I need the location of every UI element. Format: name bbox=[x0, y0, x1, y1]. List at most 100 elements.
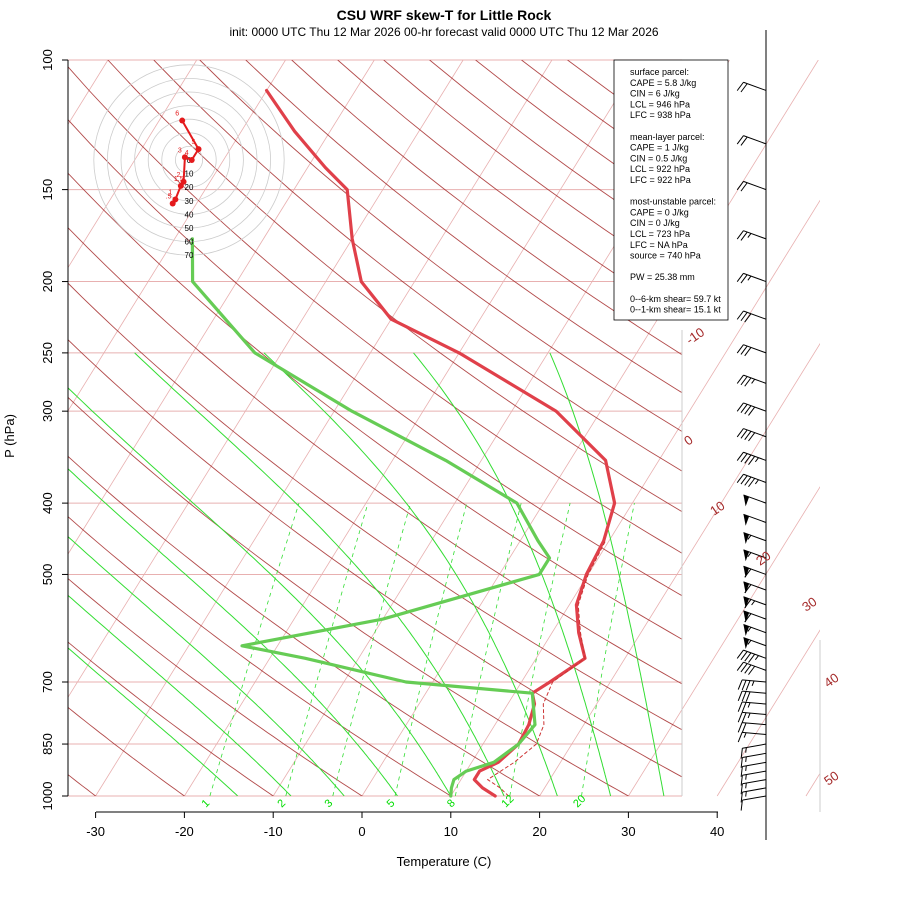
hodograph-ring-label: 50 bbox=[185, 224, 194, 233]
wind-barb-flag bbox=[736, 428, 744, 438]
isotherm-line bbox=[184, 60, 642, 797]
wind-barb-half bbox=[754, 457, 759, 463]
wind-barb-flag bbox=[737, 732, 743, 743]
wind-barb-flag bbox=[740, 783, 743, 795]
wind-barb-staff bbox=[743, 494, 767, 504]
wind-barb-flag bbox=[744, 568, 752, 578]
isotherm-label: -10 bbox=[683, 324, 707, 347]
dry-adiabat bbox=[153, 60, 682, 472]
wind-barb bbox=[737, 679, 767, 691]
wind-barb-half bbox=[751, 600, 756, 606]
wind-barb bbox=[743, 624, 767, 636]
isobar-lines bbox=[68, 59, 682, 797]
hodograph-point-label: 1 bbox=[168, 189, 172, 196]
wind-barb bbox=[740, 752, 767, 768]
hodograph-ring bbox=[134, 105, 244, 215]
wind-barb-flag bbox=[736, 661, 744, 671]
parameters-line: CIN = 0 J/kg bbox=[630, 218, 680, 228]
wind-barb bbox=[740, 795, 767, 811]
pressure-tick-label: 150 bbox=[40, 179, 55, 201]
wind-barb-flag bbox=[748, 406, 756, 416]
wind-barb bbox=[740, 770, 767, 786]
mixing-ratio-line bbox=[209, 502, 300, 796]
wind-barb bbox=[743, 581, 767, 594]
dry-adiabat bbox=[68, 455, 541, 796]
wind-barb bbox=[736, 428, 767, 442]
dry-adiabat bbox=[68, 339, 682, 778]
isotherm-line bbox=[68, 60, 375, 555]
hodograph-ring bbox=[93, 64, 285, 256]
isotherm-label: 10 bbox=[707, 498, 727, 519]
sounding-profiles bbox=[190, 88, 617, 798]
wind-barb-flag bbox=[740, 663, 748, 673]
parameters-line: CAPE = 5.8 J/kg bbox=[630, 78, 696, 88]
hodograph-ring bbox=[107, 78, 271, 242]
isotherm-line bbox=[628, 486, 820, 797]
parameters-line: LCL = 922 hPa bbox=[630, 164, 690, 174]
hodograph-point bbox=[181, 154, 188, 161]
mixing-ratio-lines bbox=[209, 502, 635, 796]
pressure-tick-label: 250 bbox=[40, 342, 55, 364]
wind-barb bbox=[740, 761, 767, 777]
wind-barb-flag bbox=[744, 613, 752, 623]
wind-barb-flag bbox=[744, 664, 752, 674]
wind-barb-half bbox=[745, 765, 747, 772]
wind-barb-flag bbox=[736, 135, 744, 145]
mixing-ratio-line bbox=[581, 503, 635, 796]
isotherm-label: 50 bbox=[821, 768, 841, 789]
temperature-tick-label: -30 bbox=[86, 824, 105, 839]
wind-barb-flag bbox=[737, 701, 743, 712]
hodograph-point bbox=[188, 157, 195, 163]
dry-adiabat bbox=[68, 119, 682, 597]
wind-barb-half bbox=[743, 732, 747, 738]
temperature-tick-label: 40 bbox=[710, 824, 724, 839]
hodograph-ring-label: 70 bbox=[185, 251, 194, 260]
wind-barb-flag bbox=[748, 456, 756, 465]
wind-barb-flag bbox=[744, 430, 752, 440]
mixing-ratio-line bbox=[285, 502, 369, 796]
wind-barb-flag bbox=[736, 81, 744, 91]
wind-barb bbox=[740, 779, 767, 795]
wind-barb bbox=[736, 402, 767, 416]
wind-barb-flag bbox=[744, 599, 752, 609]
wind-barb-flag bbox=[740, 274, 748, 284]
dry-adiabat bbox=[68, 774, 97, 796]
wind-barb-flag bbox=[740, 404, 748, 413]
wind-barb-half bbox=[747, 534, 752, 540]
wind-barb-pennant bbox=[743, 596, 750, 609]
wind-barb-flag bbox=[737, 690, 743, 702]
wind-barb bbox=[736, 310, 767, 323]
mixing-ratio-line bbox=[509, 503, 571, 796]
wind-barb-half bbox=[747, 639, 752, 645]
wind-barb bbox=[736, 81, 767, 93]
wind-barb-flag bbox=[741, 702, 747, 713]
wind-barb bbox=[736, 180, 767, 192]
wind-barb-half bbox=[745, 791, 747, 797]
wind-barb-flag bbox=[740, 757, 743, 768]
wind-barb-flag bbox=[737, 712, 743, 723]
wind-barb-flag bbox=[736, 310, 744, 320]
wind-barb-flag bbox=[744, 476, 752, 486]
dry-adiabat-lines bbox=[68, 60, 682, 796]
wind-barb-pennant bbox=[743, 624, 750, 636]
hodograph-ring-label: 20 bbox=[185, 183, 194, 192]
pressure-tick-label: 200 bbox=[40, 271, 55, 293]
moist-adiabat-lines bbox=[68, 352, 665, 796]
parameters-line: surface parcel: bbox=[630, 67, 689, 77]
wind-barb-flag bbox=[736, 402, 744, 412]
temperature-tick-label: -20 bbox=[175, 824, 194, 839]
parameters-line: source = 740 hPa bbox=[630, 251, 701, 261]
hodograph-point-label: 1.5 bbox=[174, 176, 184, 183]
wind-barb-flag bbox=[740, 766, 743, 777]
moist-adiabat bbox=[68, 535, 345, 796]
hodograph-point bbox=[169, 200, 176, 207]
isotherm-label: 0 bbox=[681, 432, 696, 448]
wind-barb bbox=[740, 743, 767, 759]
dry-adiabat bbox=[68, 227, 682, 685]
mixing-ratio-label: 3 bbox=[322, 797, 335, 810]
hodograph-point-label: 5 bbox=[192, 139, 196, 146]
moist-adiabat bbox=[263, 352, 558, 796]
parameters-line: 0--1-km shear= 15.1 kt bbox=[630, 305, 721, 315]
dry-adiabat bbox=[199, 60, 682, 433]
wind-barb-flag bbox=[740, 429, 748, 439]
